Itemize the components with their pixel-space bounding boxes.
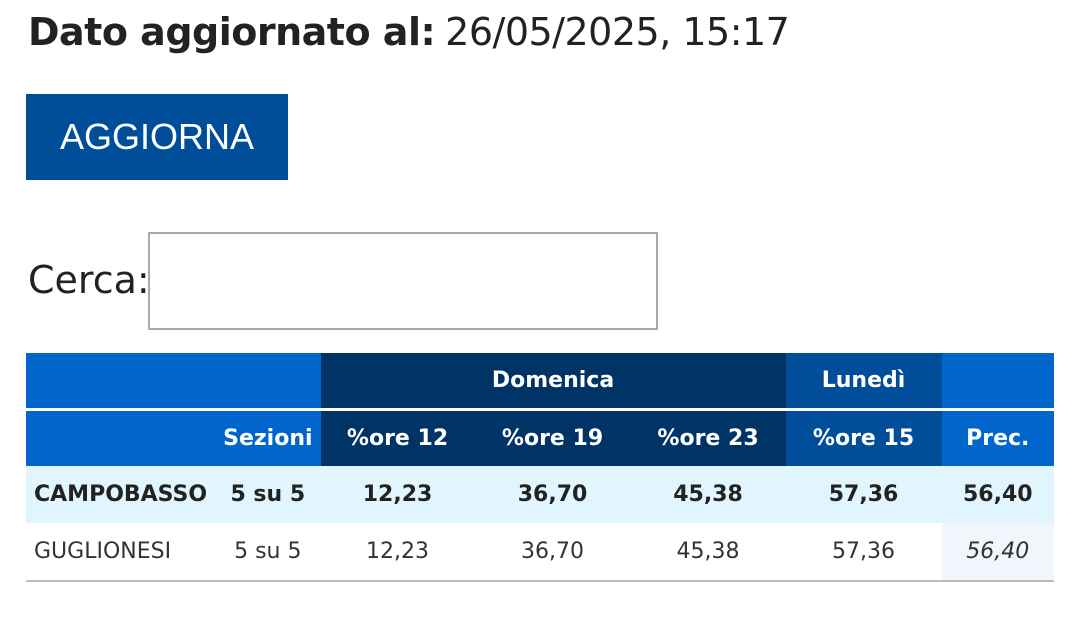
blank-header bbox=[215, 353, 321, 411]
row-ore15: 57,36 bbox=[785, 466, 942, 523]
last-update-value: 26/05/2025, 15:17 bbox=[445, 10, 790, 54]
header-sezioni: Sezioni bbox=[215, 409, 321, 466]
row-ore15: 57,36 bbox=[785, 523, 942, 582]
last-update: Dato aggiornato al: 26/05/2025, 15:17 bbox=[28, 10, 790, 54]
row-prec: 56,40 bbox=[941, 523, 1054, 582]
table-row: GUGLIONESI 5 su 5 12,23 36,70 45,38 57,3… bbox=[26, 523, 1054, 582]
blank-header bbox=[26, 409, 216, 466]
turnout-table: Domenica Lunedì Sezioni %ore 12 %ore 19 … bbox=[26, 353, 1054, 582]
refresh-button[interactable]: AGGIORNA bbox=[26, 94, 288, 180]
header-ore23: %ore 23 bbox=[630, 409, 786, 466]
row-sezioni: 5 su 5 bbox=[215, 523, 321, 582]
column-header-row: Sezioni %ore 12 %ore 19 %ore 23 %ore 15 … bbox=[26, 409, 1054, 466]
search-label: Cerca: bbox=[28, 258, 150, 302]
row-ore23: 45,38 bbox=[630, 466, 786, 523]
row-ore12: 12,23 bbox=[320, 523, 475, 582]
row-ore19: 36,70 bbox=[474, 466, 631, 523]
blank-header bbox=[26, 353, 216, 411]
row-prec: 56,40 bbox=[941, 466, 1054, 523]
row-name: CAMPOBASSO bbox=[26, 466, 216, 523]
group-header-row: Domenica Lunedì bbox=[26, 353, 1054, 411]
row-name: GUGLIONESI bbox=[26, 523, 216, 582]
header-domenica: Domenica bbox=[320, 353, 786, 411]
row-sezioni: 5 su 5 bbox=[215, 466, 321, 523]
row-ore19: 36,70 bbox=[474, 523, 631, 582]
header-ore19: %ore 19 bbox=[474, 409, 631, 466]
header-lunedi: Lunedì bbox=[785, 353, 942, 411]
search-input[interactable] bbox=[148, 232, 658, 330]
header-prec: Prec. bbox=[941, 409, 1054, 466]
table-row: CAMPOBASSO 5 su 5 12,23 36,70 45,38 57,3… bbox=[26, 466, 1054, 523]
header-ore15: %ore 15 bbox=[785, 409, 942, 466]
row-ore12: 12,23 bbox=[320, 466, 475, 523]
row-ore23: 45,38 bbox=[630, 523, 786, 582]
last-update-label: Dato aggiornato al: bbox=[28, 10, 436, 54]
header-ore12: %ore 12 bbox=[320, 409, 475, 466]
blank-header bbox=[941, 353, 1054, 411]
